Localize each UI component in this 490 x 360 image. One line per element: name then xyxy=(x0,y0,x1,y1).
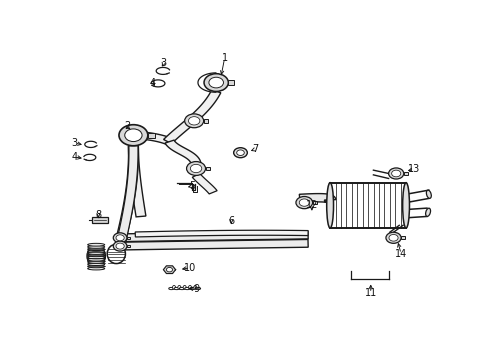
Ellipse shape xyxy=(179,287,185,290)
Polygon shape xyxy=(165,140,201,167)
Text: 7: 7 xyxy=(252,144,258,154)
Ellipse shape xyxy=(88,263,105,266)
Text: 10: 10 xyxy=(184,263,196,273)
Text: 14: 14 xyxy=(395,249,407,259)
Ellipse shape xyxy=(172,285,175,289)
Polygon shape xyxy=(120,231,308,242)
Ellipse shape xyxy=(426,190,431,198)
Bar xyxy=(127,237,130,239)
Ellipse shape xyxy=(88,265,105,268)
Text: 11: 11 xyxy=(365,288,377,298)
Circle shape xyxy=(167,267,172,272)
Circle shape xyxy=(187,162,206,175)
Polygon shape xyxy=(163,266,175,274)
Bar xyxy=(93,217,108,223)
Ellipse shape xyxy=(169,287,174,290)
Polygon shape xyxy=(128,146,146,217)
Circle shape xyxy=(389,168,404,179)
Bar xyxy=(228,80,234,85)
Circle shape xyxy=(392,170,401,177)
Bar xyxy=(330,183,406,228)
Ellipse shape xyxy=(88,258,105,261)
Ellipse shape xyxy=(88,256,105,259)
Text: 13: 13 xyxy=(408,164,420,174)
Circle shape xyxy=(116,235,124,241)
Circle shape xyxy=(116,243,124,249)
Circle shape xyxy=(296,197,313,209)
Ellipse shape xyxy=(403,183,410,228)
Circle shape xyxy=(119,125,148,146)
Bar xyxy=(127,245,130,247)
Circle shape xyxy=(299,199,309,206)
Ellipse shape xyxy=(196,287,200,290)
Text: 3: 3 xyxy=(72,138,77,148)
Circle shape xyxy=(113,241,127,251)
Circle shape xyxy=(190,164,202,173)
Circle shape xyxy=(386,232,401,243)
Polygon shape xyxy=(120,239,308,250)
Ellipse shape xyxy=(88,246,105,248)
Ellipse shape xyxy=(174,287,179,290)
Circle shape xyxy=(185,114,204,128)
Ellipse shape xyxy=(178,285,181,289)
Ellipse shape xyxy=(194,285,197,289)
Text: 4: 4 xyxy=(149,77,155,87)
Circle shape xyxy=(237,150,245,156)
Ellipse shape xyxy=(189,285,192,289)
Polygon shape xyxy=(117,146,138,238)
Text: 3: 3 xyxy=(161,58,167,68)
Circle shape xyxy=(113,233,127,243)
Ellipse shape xyxy=(88,259,105,262)
Ellipse shape xyxy=(426,208,431,216)
Ellipse shape xyxy=(88,250,105,253)
Circle shape xyxy=(389,234,398,241)
Ellipse shape xyxy=(87,246,105,266)
Bar xyxy=(206,167,210,170)
Circle shape xyxy=(234,148,247,158)
Polygon shape xyxy=(192,174,217,194)
Polygon shape xyxy=(133,132,172,145)
Text: 2: 2 xyxy=(124,121,131,131)
Ellipse shape xyxy=(88,257,105,260)
Ellipse shape xyxy=(88,254,105,257)
Ellipse shape xyxy=(88,252,105,255)
Bar xyxy=(401,237,405,239)
Polygon shape xyxy=(116,146,138,247)
Ellipse shape xyxy=(183,285,186,289)
Bar xyxy=(313,201,317,204)
Polygon shape xyxy=(198,73,216,92)
Text: 1: 1 xyxy=(221,53,227,63)
Text: 8: 8 xyxy=(96,210,101,220)
Text: 4: 4 xyxy=(72,152,77,162)
Ellipse shape xyxy=(107,244,125,264)
Ellipse shape xyxy=(88,261,105,263)
Bar xyxy=(330,183,406,228)
Text: 9: 9 xyxy=(193,284,199,294)
Bar xyxy=(204,119,208,122)
Ellipse shape xyxy=(88,243,105,246)
Bar xyxy=(404,172,408,175)
Ellipse shape xyxy=(88,267,105,270)
Ellipse shape xyxy=(88,255,105,257)
Ellipse shape xyxy=(88,252,105,255)
Polygon shape xyxy=(164,90,221,144)
Text: 5: 5 xyxy=(189,181,196,191)
Ellipse shape xyxy=(88,248,105,251)
Text: 12: 12 xyxy=(306,201,318,210)
Polygon shape xyxy=(135,230,308,237)
Text: 6: 6 xyxy=(228,216,234,226)
Circle shape xyxy=(125,129,142,141)
Circle shape xyxy=(204,74,228,91)
Circle shape xyxy=(209,77,223,88)
Ellipse shape xyxy=(185,287,190,290)
Circle shape xyxy=(189,117,200,125)
Bar xyxy=(148,132,155,138)
Ellipse shape xyxy=(327,183,334,228)
Ellipse shape xyxy=(190,287,196,290)
Polygon shape xyxy=(299,194,336,203)
